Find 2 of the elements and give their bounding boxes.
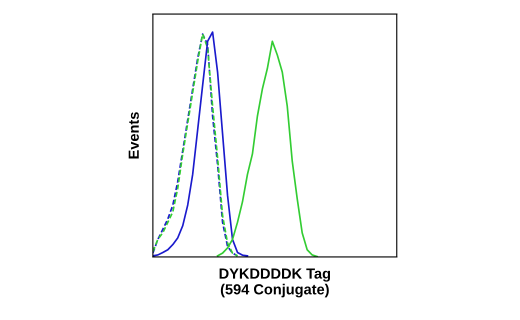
y-axis-title: Events: [128, 112, 139, 158]
x-axis-title: DYKDDDDK Tag (594 Conjugate): [220, 268, 330, 298]
